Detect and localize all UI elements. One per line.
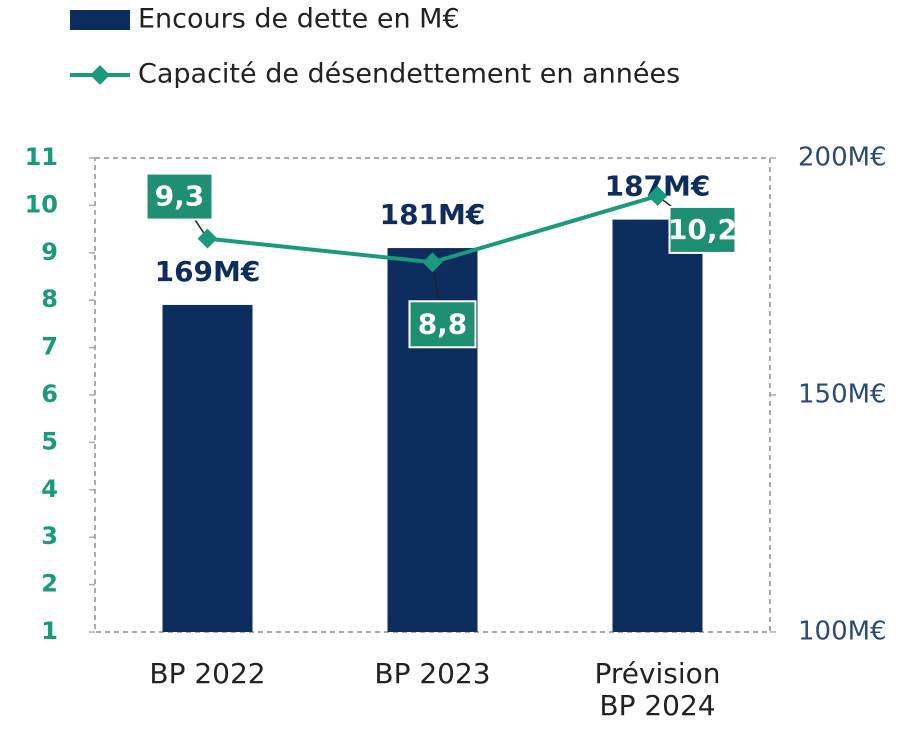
x-tick-label: BP 2022 (149, 657, 265, 690)
y-tick-label: 9 (41, 238, 58, 266)
y-tick-label: 5 (41, 427, 58, 455)
bar-value-label: 169M€ (155, 255, 261, 288)
line-label-box (408, 300, 477, 349)
marker (197, 228, 218, 249)
y-tick-label: 11 (25, 143, 58, 171)
line-label-box (145, 172, 214, 221)
y-tick-label: 10 (25, 190, 58, 218)
y2-tick-label: 200M€ (798, 143, 887, 173)
bar-value-label: 181M€ (380, 198, 486, 231)
legend-label: Capacité de désendettement en années (138, 59, 680, 90)
line-value-label: 9,3 (155, 180, 205, 213)
legend-swatch (70, 10, 130, 30)
y-tick-label: 2 (41, 570, 58, 598)
bar (612, 219, 703, 632)
line-label-box (668, 205, 737, 254)
marker (422, 252, 443, 273)
y-tick-label: 6 (41, 380, 58, 408)
line-value-label: 10,2 (668, 213, 737, 246)
legend-marker (90, 65, 110, 85)
y-tick-label: 8 (41, 285, 58, 313)
x-tick-label: Prévision BP 2024 (594, 657, 720, 722)
y-tick-label: 1 (41, 617, 58, 645)
y-tick-label: 4 (41, 475, 58, 503)
bar (162, 304, 253, 632)
y2-tick-label: 100M€ (798, 617, 887, 647)
y-tick-label: 7 (41, 333, 58, 361)
y2-tick-label: 150M€ (798, 380, 887, 410)
line-value-label: 8,8 (418, 307, 468, 340)
legend-label: Encours de dette en M€ (138, 4, 460, 35)
y-tick-label: 3 (41, 522, 58, 550)
x-tick-label: BP 2023 (374, 657, 490, 690)
